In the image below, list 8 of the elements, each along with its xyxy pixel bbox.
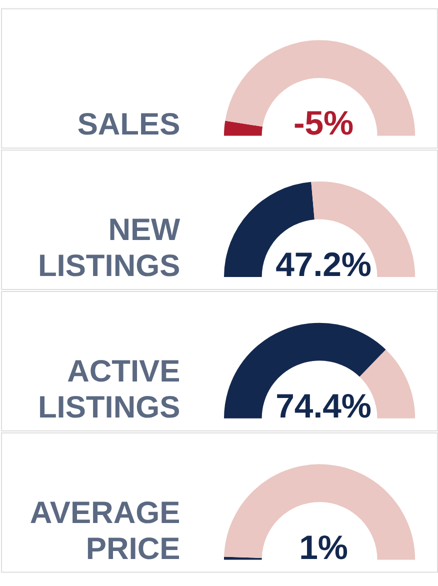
text: 47.2%	[276, 246, 372, 284]
text: AVERAGE PRICE	[30, 494, 180, 566]
text: -5%	[293, 104, 354, 143]
text: 74.4%	[276, 387, 372, 426]
text: ACTIVE LISTINGS	[38, 354, 180, 424]
text: NEW LISTINGS	[38, 212, 182, 284]
text: 1%	[299, 528, 348, 567]
text: SALES	[77, 106, 180, 142]
